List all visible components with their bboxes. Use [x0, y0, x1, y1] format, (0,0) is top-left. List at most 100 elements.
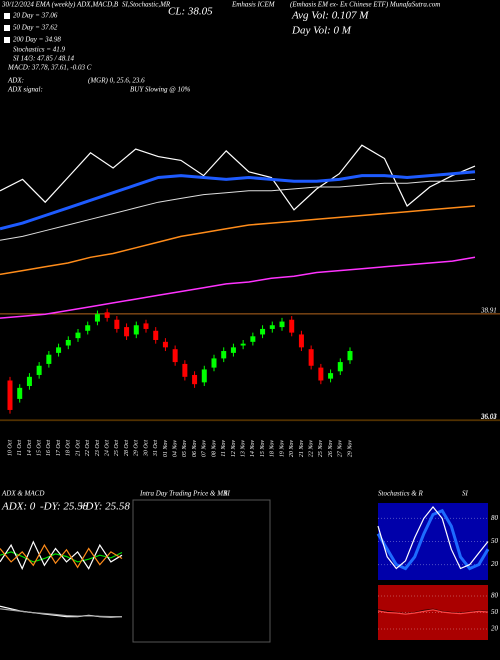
series-line: [376, 508, 490, 571]
x-tick-label: 14 Nov: [249, 440, 256, 458]
candle-body: [114, 319, 120, 329]
y-tick-label: 50: [491, 608, 499, 616]
candle-body: [85, 325, 91, 331]
candle-body: [7, 380, 13, 410]
x-tick-label: 18 Nov: [270, 440, 276, 458]
legend-swatch: [4, 13, 10, 19]
candle-body: [182, 363, 188, 377]
y-tick-label: 80: [491, 514, 499, 522]
series-line: [0, 178, 476, 241]
x-tick-label: 27 Nov: [338, 440, 344, 458]
series-line: [377, 609, 489, 615]
x-tick-label: 04 Nov: [172, 440, 179, 458]
ema200: 200 Day = 34.98: [13, 36, 61, 44]
candle-body: [17, 387, 23, 399]
adx-values: (MGR) 0, 25.6, 23.6: [88, 77, 145, 85]
candle-body: [337, 362, 343, 372]
x-tick-label: 26 Nov: [328, 440, 334, 458]
x-tick-label: 13 Nov: [241, 440, 247, 458]
avg-volume: Avg Vol: 0.107 M: [291, 10, 369, 22]
x-tick-label: 05 Nov: [182, 440, 188, 458]
candle-body: [104, 312, 110, 318]
y-tick-label: 36.03: [480, 413, 497, 421]
candle-body: [318, 367, 324, 381]
candle-body: [162, 341, 168, 348]
candle-body: [192, 374, 198, 385]
x-tick-label: 29 Nov: [347, 440, 353, 458]
x-tick-label: 08 Nov: [211, 440, 217, 458]
x-tick-label: 17 Oct: [56, 440, 62, 456]
candle-body: [143, 323, 149, 329]
series-line: [377, 505, 489, 570]
series-line: [0, 608, 122, 618]
series-line: [0, 543, 123, 569]
panel-title-suffix: SI: [224, 490, 231, 498]
candle-body: [298, 334, 304, 348]
x-tick-label: 15 Oct: [37, 440, 43, 456]
y-tick-label: 20: [491, 625, 499, 633]
candle-body: [260, 328, 266, 335]
x-tick-label: 24 Oct: [104, 440, 111, 456]
candle-body: [36, 365, 42, 375]
x-tick-label: 22 Oct: [85, 440, 91, 456]
symbol: Emhasis ICEM: [231, 1, 276, 9]
candle-body: [56, 347, 62, 353]
adx-signal-label: ADX signal:: [7, 86, 43, 94]
y-tick-label: 38.91: [480, 306, 497, 314]
panel-title: Intra Day Trading Price & MR: [139, 490, 228, 498]
candle-body: [26, 376, 32, 387]
x-tick-label: 22 Nov: [309, 440, 315, 458]
legend-swatch: [4, 25, 10, 31]
x-tick-label: 14 Oct: [26, 440, 33, 456]
x-tick-label: 25 Oct: [114, 440, 120, 456]
x-tick-label: 11 Nov: [221, 440, 227, 457]
candle-body: [269, 325, 275, 329]
candle-body: [94, 314, 100, 322]
x-tick-label: 21 Oct: [75, 440, 81, 456]
intraday-frame: [132, 499, 271, 643]
x-tick-label: 18 Oct: [66, 440, 72, 456]
series-line: [0, 256, 476, 319]
series-line: [0, 170, 476, 231]
candle-body: [328, 373, 334, 379]
candle-body: [201, 369, 207, 383]
header-title: 30/12/2024 EMA (weekly) ADX,MACD,B: [1, 1, 119, 9]
y-tick-label: 50: [491, 537, 499, 545]
adx-label: ADX:: [7, 77, 24, 85]
y-tick-label: 20: [491, 560, 499, 568]
stochastics: Stochastics = 41.9: [13, 46, 65, 54]
x-tick-label: 31 Oct: [153, 440, 159, 457]
candle-body: [289, 319, 295, 333]
candle-body: [279, 321, 285, 328]
panel-title: ADX & MACD: [1, 490, 44, 498]
x-tick-label: 12 Nov: [231, 440, 237, 458]
x-tick-label: 10 Oct: [7, 440, 13, 456]
x-tick-label: 20 Nov: [289, 440, 295, 458]
annotation: -DY: 25.58: [40, 501, 89, 513]
y-tick-label: 36.01: [480, 413, 497, 421]
candle-body: [347, 351, 353, 361]
candle-body: [124, 327, 130, 337]
x-tick-label: 16 Oct: [46, 440, 52, 456]
candle-body: [250, 336, 256, 342]
header-subtitle: SI,Stochastic,MR: [122, 1, 171, 9]
adx-signal: BUY Slowing @ 10%: [130, 86, 190, 94]
candle-body: [211, 358, 217, 368]
annotation: ADX: 0: [1, 501, 36, 513]
candle-body: [75, 332, 81, 339]
candle-body: [230, 347, 236, 353]
x-tick-label: 30 Oct: [143, 440, 149, 457]
x-tick-label: 25 Nov: [318, 440, 324, 458]
x-tick-label: 07 Nov: [202, 440, 208, 458]
annotation: +DY: 25.58: [78, 501, 130, 513]
candle-body: [153, 330, 159, 340]
x-tick-label: 23 Oct: [95, 440, 101, 456]
x-tick-label: 29 Oct: [134, 440, 140, 456]
legend-swatch: [4, 37, 10, 43]
panel-title: Stochastics & R: [378, 490, 423, 498]
series-line: [0, 144, 476, 211]
candle-body: [221, 351, 227, 359]
panel-title-suffix: SI: [462, 490, 469, 498]
x-tick-label: 15 Nov: [260, 440, 266, 458]
